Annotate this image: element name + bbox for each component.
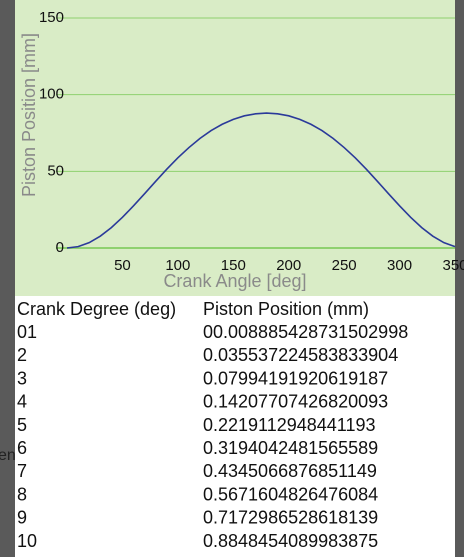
x-tick-label: 350 <box>442 257 464 274</box>
table-cell: 0.2219112948441193 <box>203 415 376 435</box>
table-cell: 9 <box>17 508 27 528</box>
data-line <box>66 112 456 249</box>
table-cell: 00.008885428731502998 <box>203 322 408 342</box>
table-cell: 5 <box>17 415 27 435</box>
left-edge <box>0 0 15 557</box>
y-tick-label: 0 <box>56 239 64 256</box>
table-cell: 3 <box>17 368 27 388</box>
table-cell: 0.3194042481565589 <box>203 438 378 458</box>
x-axis-title: Crank Angle [deg] <box>163 271 306 291</box>
table-cell: 0.035537224583833904 <box>203 345 398 365</box>
x-tick-label: 200 <box>276 257 301 274</box>
table-cell: 0.8848454089983875 <box>203 531 378 551</box>
right-edge <box>455 0 464 557</box>
x-tick-label: 150 <box>221 257 246 274</box>
table-cell: 0.7172986528618139 <box>203 508 378 528</box>
x-tick-label: 250 <box>332 257 357 274</box>
y-tick-label: 150 <box>39 9 64 26</box>
y-tick-label: 50 <box>47 162 64 179</box>
table-cell: 10 <box>17 531 37 551</box>
table-cell: 0.4345066876851149 <box>203 461 377 481</box>
y-axis-title: Piston Position [mm] <box>19 33 39 197</box>
table-cell: 0.5671604826476084 <box>203 484 378 504</box>
x-tick-label: 50 <box>114 257 131 274</box>
table-cell: 7 <box>17 461 27 481</box>
table-header: Crank Degree (deg) <box>17 299 176 319</box>
side-text: en <box>0 447 16 464</box>
chart-background <box>15 0 455 296</box>
table-cell: 2 <box>17 345 27 365</box>
y-tick-label: 100 <box>39 86 64 103</box>
table-cell: 0.14207707426820093 <box>203 392 388 412</box>
table-header: Piston Position (mm) <box>203 299 369 319</box>
table-cell: 6 <box>17 438 27 458</box>
x-tick-label: 300 <box>387 257 412 274</box>
table-cell: 4 <box>17 392 27 412</box>
x-tick-label: 100 <box>165 257 190 274</box>
table-cell: 8 <box>17 484 27 504</box>
table-cell: 0.07994191920619187 <box>203 368 388 388</box>
table-cell: 01 <box>17 322 37 342</box>
